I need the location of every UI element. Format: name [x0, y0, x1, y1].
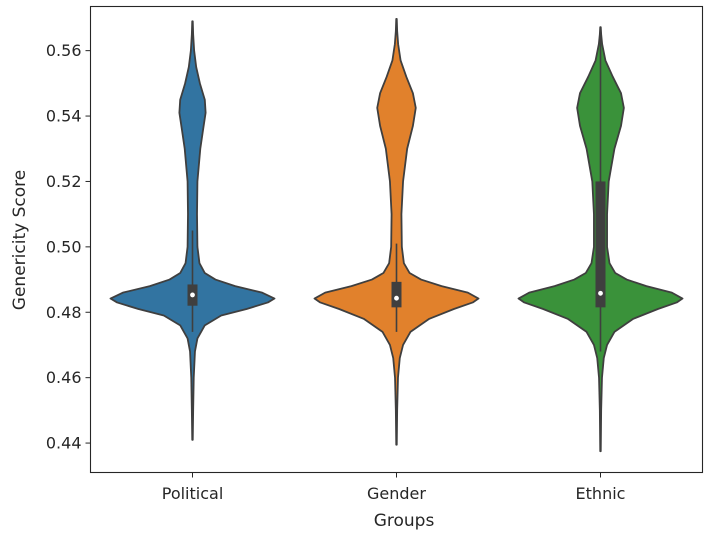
- y-axis-label: Genericity Score: [10, 170, 30, 310]
- y-tick-label: 0.54: [46, 107, 82, 126]
- x-axis: Political Gender Ethnic: [162, 472, 626, 503]
- y-axis: 0.44 0.46 0.48 0.50 0.52 0.54 0.56: [46, 41, 91, 453]
- y-tick-label: 0.46: [46, 368, 82, 387]
- x-tick-label: Gender: [367, 484, 426, 503]
- violin-body: [313, 18, 480, 446]
- y-tick-label: 0.50: [46, 237, 82, 256]
- x-axis-label: Groups: [374, 511, 435, 531]
- y-tick-label: 0.52: [46, 172, 82, 191]
- violin-median: [598, 290, 603, 296]
- y-tick-label: 0.48: [46, 303, 82, 322]
- violin-iqr-box: [391, 281, 402, 308]
- violin-median: [190, 292, 195, 298]
- violin-median: [394, 295, 399, 301]
- x-tick-label: Ethnic: [576, 484, 626, 503]
- violin-iqr-box: [595, 181, 606, 308]
- violins-layer: [109, 18, 684, 453]
- y-tick-label: 0.56: [46, 41, 82, 60]
- y-tick-label: 0.44: [46, 434, 82, 453]
- x-tick-label: Political: [162, 484, 224, 503]
